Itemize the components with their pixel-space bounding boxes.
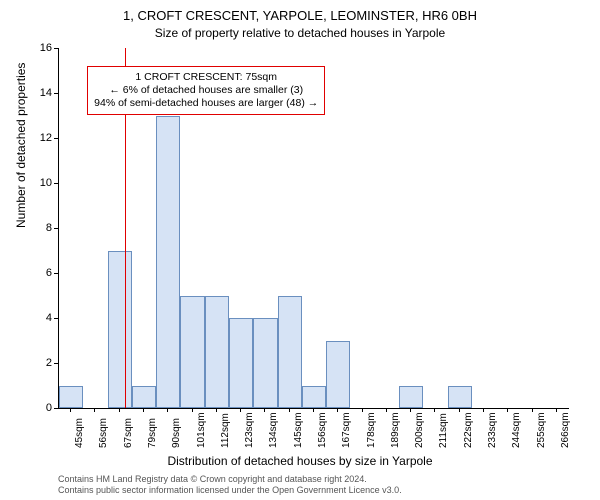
- histogram-bar: [59, 386, 83, 409]
- xtick-mark: [264, 408, 265, 412]
- xtick-label: 56sqm: [98, 418, 109, 448]
- ytick-label: 2: [22, 357, 52, 369]
- histogram-bar: [253, 318, 277, 408]
- ytick-mark: [54, 138, 58, 139]
- xtick-mark: [483, 408, 484, 412]
- xtick-label: 200sqm: [414, 412, 425, 448]
- ytick-mark: [54, 228, 58, 229]
- xtick-label: 67sqm: [123, 418, 134, 448]
- histogram-bar: [156, 116, 180, 409]
- chart-subtitle: Size of property relative to detached ho…: [0, 26, 600, 40]
- xtick-label: 123sqm: [244, 412, 255, 448]
- xtick-mark: [240, 408, 241, 412]
- xtick-label: 79sqm: [147, 418, 158, 448]
- credits-line1: Contains HM Land Registry data © Crown c…: [58, 474, 402, 485]
- ytick-mark: [54, 363, 58, 364]
- xtick-label: 90sqm: [171, 418, 182, 448]
- xtick-mark: [507, 408, 508, 412]
- xtick-label: 244sqm: [511, 412, 522, 448]
- xtick-mark: [143, 408, 144, 412]
- x-axis-label: Distribution of detached houses by size …: [0, 454, 600, 468]
- histogram-bar: [229, 318, 253, 408]
- ytick-label: 8: [22, 222, 52, 234]
- ytick-label: 6: [22, 267, 52, 279]
- xtick-label: 45sqm: [74, 418, 85, 448]
- ytick-label: 12: [22, 132, 52, 144]
- xtick-mark: [556, 408, 557, 412]
- histogram-bar: [180, 296, 204, 409]
- ytick-mark: [54, 408, 58, 409]
- xtick-mark: [386, 408, 387, 412]
- histogram-bar: [205, 296, 229, 409]
- xtick-label: 156sqm: [317, 412, 328, 448]
- credits: Contains HM Land Registry data © Crown c…: [58, 474, 402, 496]
- histogram-bar: [326, 341, 350, 409]
- ytick-label: 0: [22, 402, 52, 414]
- chart-container: 1, CROFT CRESCENT, YARPOLE, LEOMINSTER, …: [0, 0, 600, 500]
- xtick-mark: [313, 408, 314, 412]
- xtick-mark: [94, 408, 95, 412]
- xtick-mark: [216, 408, 217, 412]
- ytick-mark: [54, 48, 58, 49]
- xtick-label: 167sqm: [341, 412, 352, 448]
- annotation-line: 94% of semi-detached houses are larger (…: [94, 97, 318, 110]
- ytick-label: 10: [22, 177, 52, 189]
- annotation-line: ← 6% of detached houses are smaller (3): [94, 84, 318, 97]
- histogram-bar: [399, 386, 423, 409]
- xtick-mark: [192, 408, 193, 412]
- xtick-label: 211sqm: [438, 413, 449, 448]
- ytick-label: 16: [22, 42, 52, 54]
- xtick-label: 178sqm: [366, 412, 377, 448]
- ytick-mark: [54, 183, 58, 184]
- credits-line2: Contains public sector information licen…: [58, 485, 402, 496]
- xtick-mark: [289, 408, 290, 412]
- histogram-bar: [108, 251, 132, 409]
- xtick-mark: [459, 408, 460, 412]
- ytick-mark: [54, 318, 58, 319]
- histogram-bar: [278, 296, 302, 409]
- histogram-bar: [302, 386, 326, 409]
- xtick-label: 134sqm: [268, 412, 279, 448]
- ytick-label: 14: [22, 87, 52, 99]
- xtick-label: 255sqm: [536, 412, 547, 448]
- xtick-mark: [70, 408, 71, 412]
- xtick-label: 222sqm: [463, 412, 474, 448]
- ytick-mark: [54, 273, 58, 274]
- xtick-label: 145sqm: [293, 412, 304, 448]
- xtick-mark: [167, 408, 168, 412]
- xtick-mark: [410, 408, 411, 412]
- xtick-mark: [337, 408, 338, 412]
- ytick-label: 4: [22, 312, 52, 324]
- xtick-label: 101sqm: [196, 412, 207, 448]
- annotation-box: 1 CROFT CRESCENT: 75sqm← 6% of detached …: [87, 66, 325, 115]
- xtick-mark: [532, 408, 533, 412]
- histogram-bar: [132, 386, 156, 409]
- histogram-bar: [448, 386, 472, 409]
- xtick-label: 189sqm: [390, 412, 401, 448]
- chart-title: 1, CROFT CRESCENT, YARPOLE, LEOMINSTER, …: [0, 8, 600, 23]
- annotation-line: 1 CROFT CRESCENT: 75sqm: [94, 71, 318, 84]
- xtick-mark: [362, 408, 363, 412]
- xtick-mark: [119, 408, 120, 412]
- xtick-mark: [434, 408, 435, 412]
- xtick-label: 112sqm: [220, 413, 231, 448]
- xtick-label: 266sqm: [560, 412, 571, 448]
- ytick-mark: [54, 93, 58, 94]
- xtick-label: 233sqm: [487, 412, 498, 448]
